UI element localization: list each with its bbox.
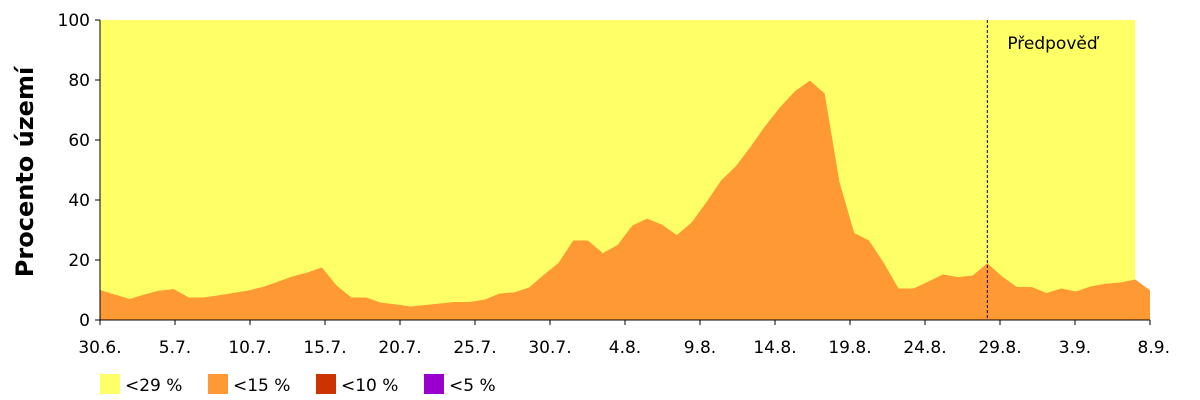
legend-label: <29 % <box>125 376 182 396</box>
legend-swatch <box>208 374 228 394</box>
y-tick-label: 100 <box>58 11 90 31</box>
legend-swatch <box>100 374 120 394</box>
y-tick-label: 40 <box>68 191 90 211</box>
x-tick-label: 4.8. <box>609 338 641 358</box>
series-area-0 <box>100 20 1136 320</box>
series-area-1 <box>100 80 1150 320</box>
x-tick-label: 30.6. <box>78 338 121 358</box>
x-tick-label: 20.7. <box>378 338 421 358</box>
y-axis-label: Procento území <box>11 65 39 277</box>
legend-label: <5 % <box>449 376 496 396</box>
x-tick-label: 5.7. <box>159 338 191 358</box>
x-tick-label: 10.7. <box>228 338 271 358</box>
legend-label: <10 % <box>341 376 398 396</box>
x-tick-label: 14.8. <box>753 338 796 358</box>
x-tick-label: 8.9. <box>1138 338 1170 358</box>
y-tick-label: 80 <box>68 71 90 91</box>
legend-swatch <box>424 374 444 394</box>
x-tick-label: 3.9. <box>1059 338 1091 358</box>
x-tick-label: 25.7. <box>453 338 496 358</box>
axis-labels: Procento území Předpověď <box>11 34 1100 277</box>
axes: 0 20 40 60 80 100 30.6. 5.7. 10.7. 15.7. 20.7. 25.7… <box>58 11 1170 358</box>
y-tick-label: 0 <box>79 311 90 331</box>
legend-swatch <box>316 374 336 394</box>
x-tick-label: 24.8. <box>903 338 946 358</box>
y-tick-label: 60 <box>68 131 90 151</box>
x-tick-label: 19.8. <box>828 338 871 358</box>
legend: <29 % <15 % <10 % <5 % <box>100 374 496 396</box>
x-tick-label: 29.8. <box>978 338 1021 358</box>
x-tick-label: 9.8. <box>684 338 716 358</box>
legend-label: <15 % <box>233 376 290 396</box>
y-tick-label: 20 <box>68 251 90 271</box>
forecast-label: Předpověď <box>1007 34 1100 54</box>
plot-area <box>100 20 1150 320</box>
x-tick-label: 15.7. <box>303 338 346 358</box>
x-tick-label: 30.7. <box>528 338 571 358</box>
